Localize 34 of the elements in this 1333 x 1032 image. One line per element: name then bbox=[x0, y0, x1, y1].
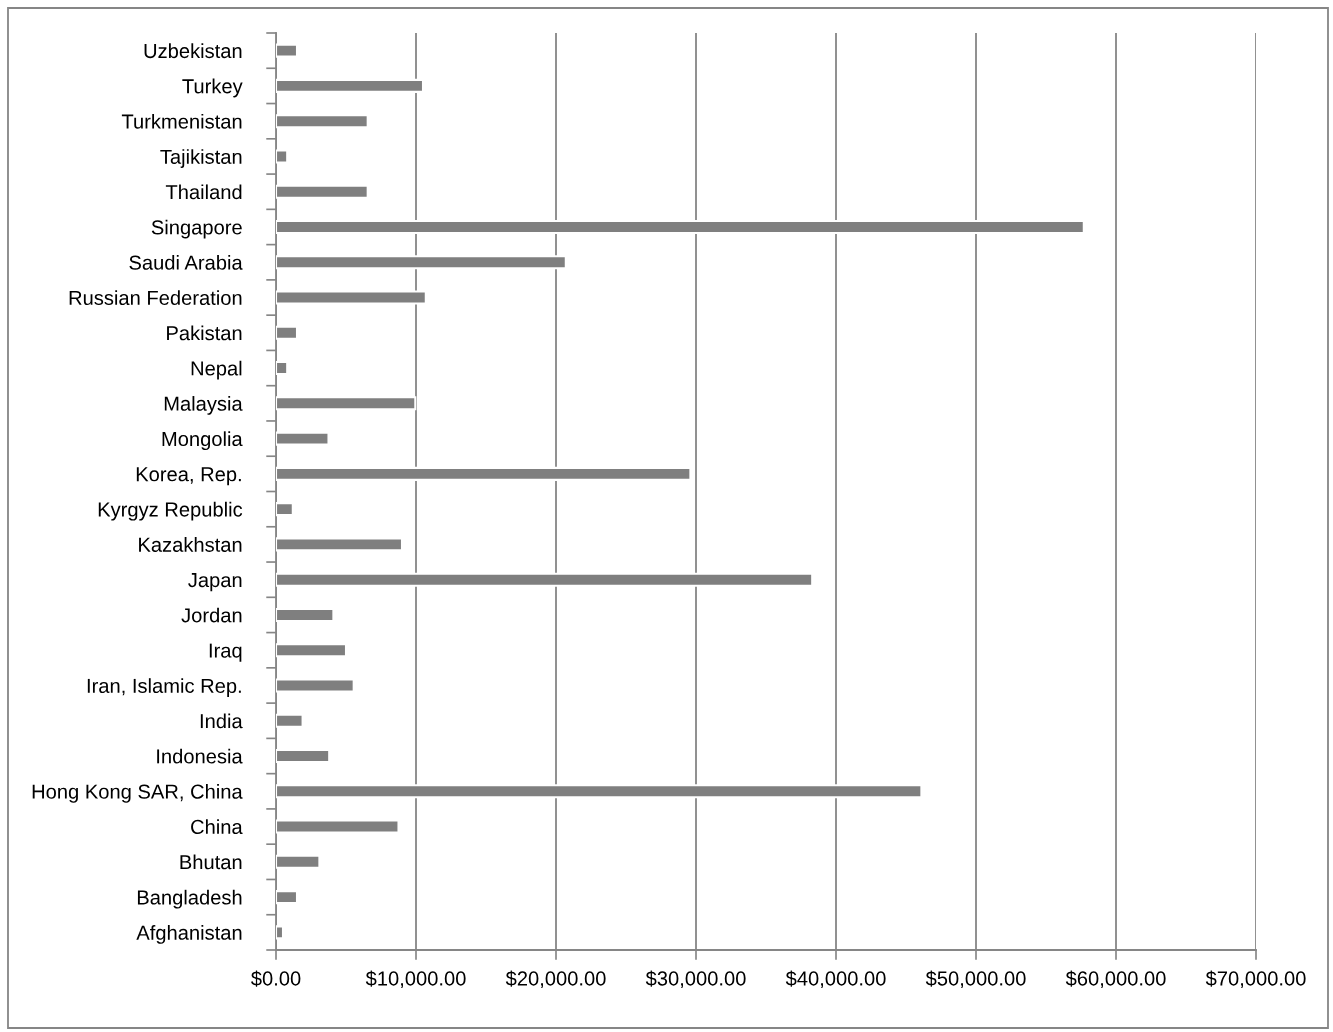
y-tick-label: Hong Kong SAR, China bbox=[32, 783, 243, 803]
y-tick-label: China bbox=[191, 819, 243, 835]
y-tick-label: Kazakhstan bbox=[139, 537, 242, 552]
y-tick-label: Bhutan bbox=[180, 854, 242, 870]
x-tick-label: $0.00 bbox=[251, 970, 301, 987]
y-tick-label: Malaysia bbox=[164, 396, 243, 415]
y-tick-label: Japan bbox=[188, 573, 242, 592]
x-tick-label: $10,000.00 bbox=[365, 970, 466, 988]
y-tick-label: Bangladesh bbox=[137, 889, 242, 909]
x-tick-label: $40,000.00 bbox=[785, 970, 886, 988]
y-tick-label: Kyrgyz Republic bbox=[98, 501, 243, 521]
x-tick-label: $60,000.00 bbox=[1065, 970, 1166, 988]
x-tick-label: $50,000.00 bbox=[925, 970, 1026, 988]
y-tick-label: Mongolia bbox=[162, 431, 243, 451]
y-tick-label: Jordan bbox=[181, 607, 242, 623]
x-tick-label: $70,000.00 bbox=[1205, 970, 1306, 988]
x-tick-label: $30,000.00 bbox=[645, 970, 746, 988]
y-tick-label: India bbox=[200, 713, 243, 729]
y-tick-label: Turkey bbox=[182, 78, 243, 98]
y-tick-label: Iraq bbox=[209, 643, 242, 662]
y-tick-label: Pakistan bbox=[167, 325, 242, 341]
y-tick-label: Nepal bbox=[191, 360, 242, 380]
y-tick-label: Korea, Rep. bbox=[136, 467, 241, 486]
y-tick-label: Russian Federation bbox=[69, 290, 242, 306]
x-tick-label: $20,000.00 bbox=[505, 970, 606, 988]
y-tick-label: Afghanistan bbox=[136, 925, 242, 944]
y-tick-label: Saudi Arabia bbox=[129, 254, 243, 270]
y-tick-label: Uzbekistan bbox=[144, 43, 242, 59]
y-tick-label: Tajikistan bbox=[160, 149, 242, 168]
y-tick-label: Singapore bbox=[151, 219, 242, 239]
y-tick-label: Iran, Islamic Rep. bbox=[87, 678, 241, 697]
y-tick-label: Thailand bbox=[165, 184, 242, 200]
y-tick-label: Indonesia bbox=[157, 748, 243, 764]
y-tick-label: Turkmenistan bbox=[121, 113, 242, 129]
